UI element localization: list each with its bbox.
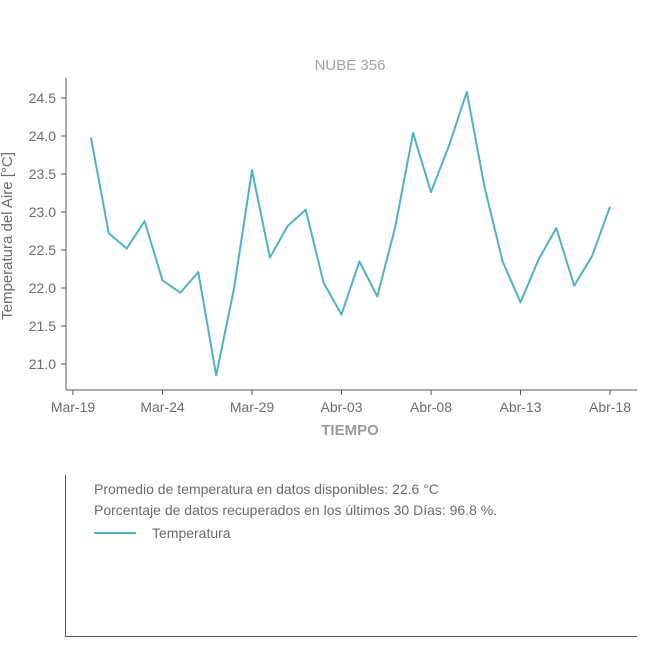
y-tick-label: 23.5 xyxy=(29,166,56,182)
x-axis-label: TIEMPO xyxy=(321,422,379,439)
y-tick-label: 22.5 xyxy=(29,242,56,258)
chart-title: NUBE 356 xyxy=(315,57,386,74)
x-tick-label: Abr-03 xyxy=(320,399,362,415)
recovered-data-text: Porcentaje de datos recuperados en los ú… xyxy=(94,502,498,518)
info-panel: Promedio de temperatura en datos disponi… xyxy=(65,475,637,637)
y-tick-label: 24.0 xyxy=(29,128,56,144)
average-temperature-text: Promedio de temperatura en datos disponi… xyxy=(94,481,439,497)
x-tick-label: Mar-29 xyxy=(230,399,275,415)
y-tick-label: 21.0 xyxy=(29,356,56,372)
x-tick-label: Abr-13 xyxy=(499,399,541,415)
x-tick-label: Mar-24 xyxy=(140,399,185,415)
x-tick-label: Abr-08 xyxy=(410,399,452,415)
y-tick-label: 21.5 xyxy=(29,318,56,334)
x-tick-label: Abr-18 xyxy=(589,399,631,415)
y-tick-label: 22.0 xyxy=(29,280,56,296)
legend: Temperatura xyxy=(94,525,231,541)
y-axis-label: Temperatura del Aire [°C] xyxy=(0,152,16,320)
series-line-temperatura xyxy=(89,90,611,377)
y-tick-label: 23.0 xyxy=(29,204,56,220)
y-tick-label: 24.5 xyxy=(29,90,56,106)
legend-swatch xyxy=(94,532,136,534)
x-tick-label: Mar-19 xyxy=(51,399,96,415)
temperature-line-chart: NUBE 356 21.0 21.5 22.0 22.5 23.0 23.5 24.0 24.… xyxy=(0,57,637,439)
legend-label: Temperatura xyxy=(152,525,231,541)
